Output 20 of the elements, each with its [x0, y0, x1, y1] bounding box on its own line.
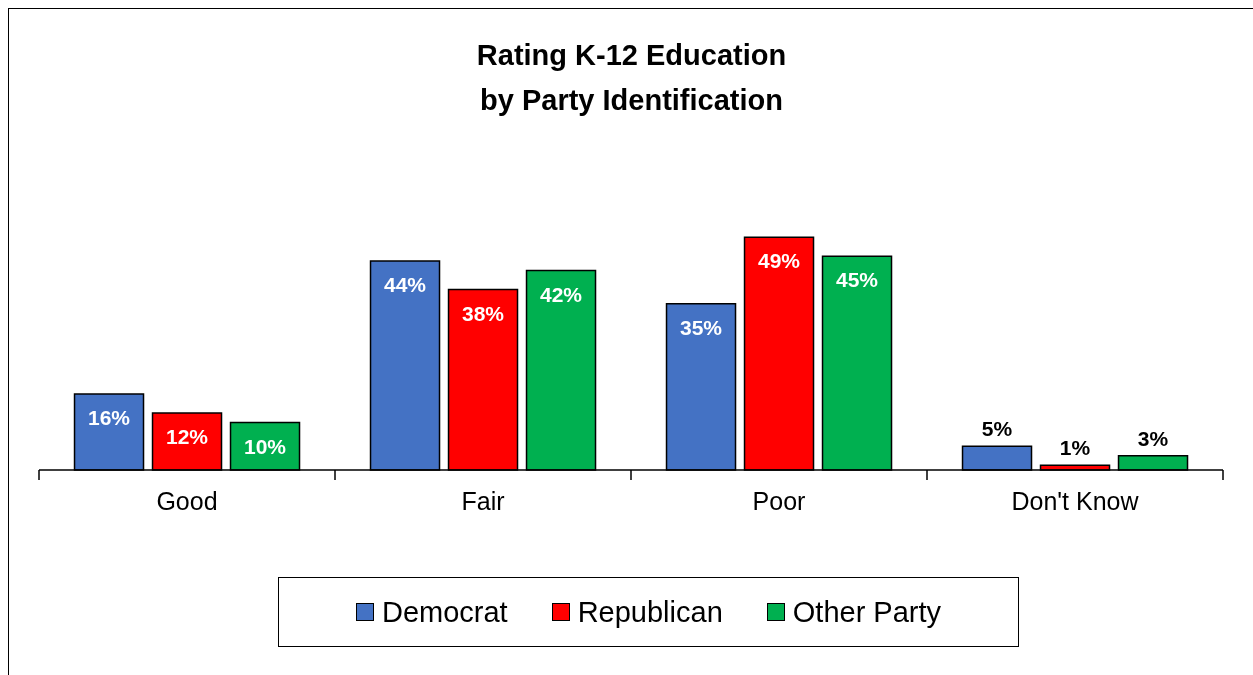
- x-tick-label: Fair: [461, 487, 505, 515]
- x-tick-label: Poor: [752, 487, 806, 515]
- data-label: 49%: [758, 249, 801, 273]
- data-label: 38%: [462, 301, 505, 325]
- legend-label: Republican: [577, 595, 723, 629]
- data-label: 45%: [836, 268, 879, 292]
- data-label: 16%: [88, 406, 131, 429]
- legend-label: Democrat: [381, 595, 508, 629]
- data-label: 3%: [1137, 426, 1169, 450]
- data-label: 10%: [244, 434, 287, 458]
- data-label: 35%: [680, 315, 723, 339]
- data-label: 12%: [166, 425, 209, 448]
- chart-title: Rating K-12 Education by Party Identification: [475, 38, 788, 118]
- x-tick-label: Don't Know: [1011, 487, 1140, 515]
- data-label: 44%: [384, 273, 427, 296]
- data-label: 42%: [540, 282, 583, 306]
- data-label: 1%: [1059, 436, 1091, 460]
- legend-label: Other Party: [792, 595, 942, 629]
- x-tick-label: Good: [156, 487, 218, 515]
- data-label: 5%: [981, 417, 1013, 441]
